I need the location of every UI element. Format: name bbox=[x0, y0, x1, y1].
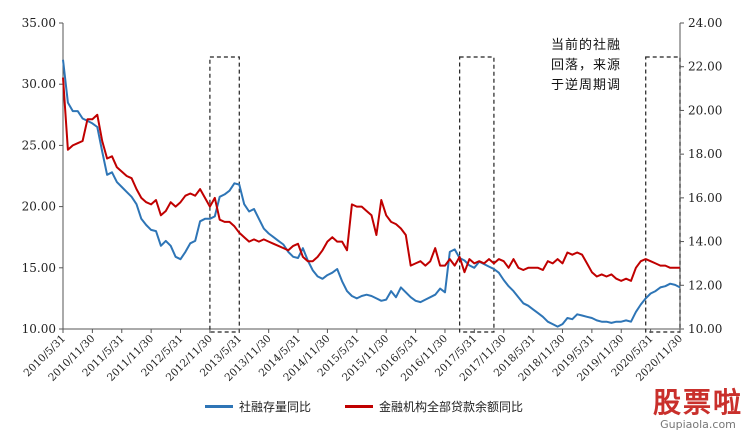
highlight-box bbox=[459, 56, 495, 333]
legend: 社融存量同比 金融机构全部贷款余额同比 bbox=[205, 398, 523, 415]
right-tick-label: 24.00 bbox=[688, 16, 722, 30]
right-tick-label: 18.00 bbox=[688, 147, 722, 161]
series-line-social-financing bbox=[62, 59, 681, 328]
left-tick-label: 30.00 bbox=[22, 77, 56, 91]
right-tick-label: 16.00 bbox=[688, 191, 722, 205]
left-tick-label: 10.00 bbox=[22, 322, 56, 336]
legend-swatch-social-financing bbox=[205, 405, 233, 408]
watermark-logo: 股票啦 bbox=[652, 386, 743, 419]
highlight-box bbox=[645, 56, 681, 333]
watermark-url: Gupiaola.com bbox=[660, 418, 736, 431]
left-tick-label: 15.00 bbox=[22, 261, 56, 275]
legend-swatch-loans bbox=[345, 405, 374, 408]
series-line-loans bbox=[62, 77, 680, 282]
left-tick-label: 20.00 bbox=[22, 200, 56, 214]
legend-item-loans: 金融机构全部贷款余额同比 bbox=[345, 398, 523, 415]
right-tick-label: 12.00 bbox=[688, 278, 722, 292]
legend-label-loans: 金融机构全部贷款余额同比 bbox=[379, 400, 524, 414]
left-tick-label: 35.00 bbox=[22, 16, 56, 30]
right-tick-label: 20.00 bbox=[688, 103, 722, 117]
legend-item-social-financing: 社融存量同比 bbox=[205, 398, 311, 415]
highlight-box bbox=[209, 56, 240, 333]
right-tick-label: 22.00 bbox=[688, 60, 722, 74]
legend-label-social-financing: 社融存量同比 bbox=[239, 400, 312, 414]
left-tick-label: 25.00 bbox=[22, 138, 56, 152]
right-tick-label: 14.00 bbox=[688, 235, 722, 249]
watermark: 股票啦 Gupiaola.com bbox=[652, 386, 743, 432]
chart-annotation: 当前的社融回落，来源于逆周期调 bbox=[551, 38, 622, 93]
right-tick-label: 10.00 bbox=[688, 322, 722, 336]
